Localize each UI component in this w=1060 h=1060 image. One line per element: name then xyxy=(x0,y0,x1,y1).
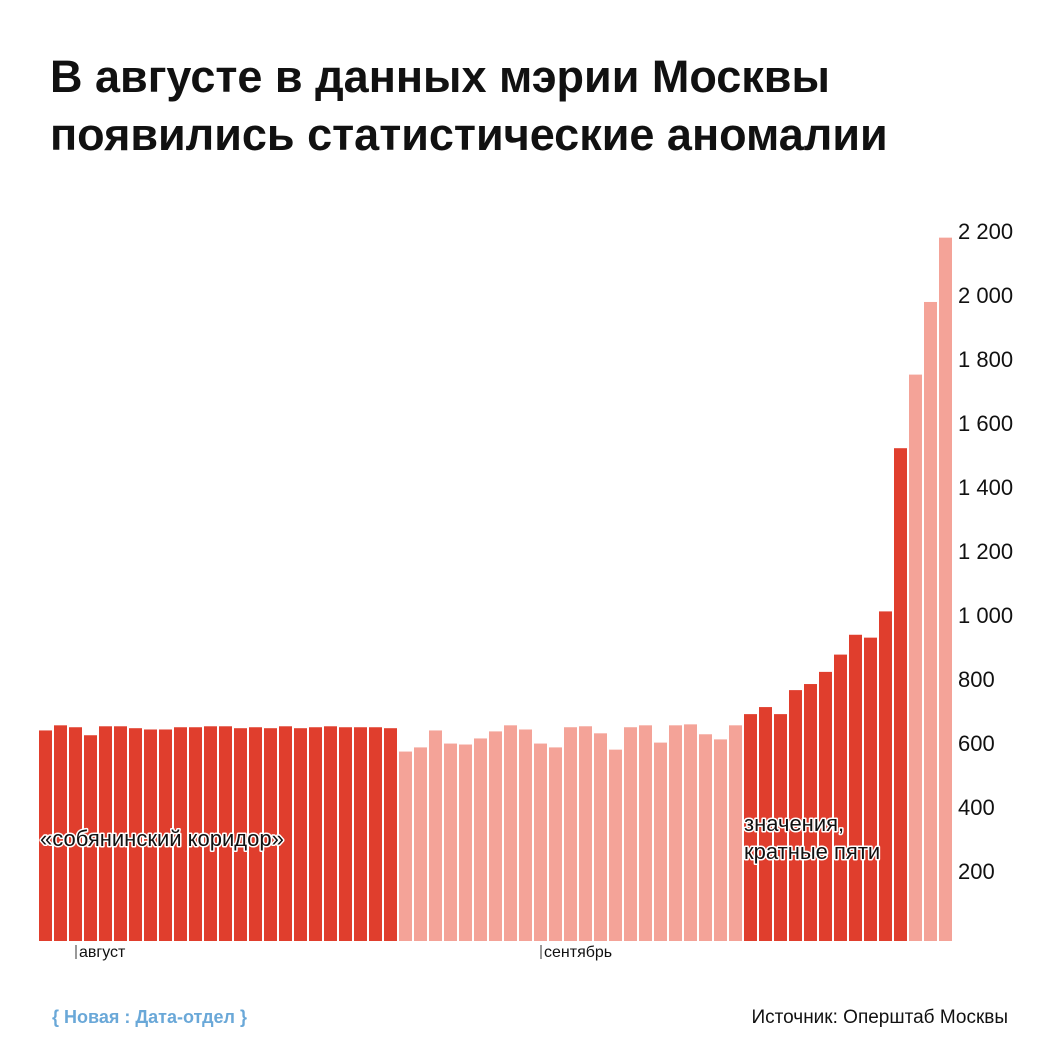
bar xyxy=(174,727,187,941)
bar xyxy=(474,738,487,941)
bar xyxy=(294,728,307,941)
bar xyxy=(534,743,547,941)
y-tick-label: 200 xyxy=(958,859,995,884)
bar xyxy=(309,727,322,941)
x-tick-label: сентябрь xyxy=(544,944,612,961)
bar xyxy=(774,714,787,941)
bar xyxy=(654,742,667,941)
annotation: значения, xyxy=(744,811,844,836)
bar xyxy=(609,749,622,941)
bar xyxy=(279,726,292,941)
bar xyxy=(744,714,757,941)
bar xyxy=(234,728,247,941)
bar xyxy=(924,301,937,942)
bar xyxy=(414,747,427,941)
bar xyxy=(429,730,442,941)
bar xyxy=(864,637,877,941)
y-tick-label: 400 xyxy=(958,795,995,820)
bar xyxy=(39,730,52,941)
bar xyxy=(579,726,592,941)
bar xyxy=(459,744,472,941)
bar xyxy=(384,728,397,941)
y-tick-label: 1 600 xyxy=(958,411,1013,436)
bar xyxy=(564,727,577,941)
bar xyxy=(339,727,352,941)
y-tick-label: 600 xyxy=(958,731,995,756)
bar xyxy=(594,733,607,941)
x-tick-label: август xyxy=(79,944,126,961)
bar xyxy=(669,725,682,941)
bar xyxy=(684,724,697,941)
bar xyxy=(249,727,262,941)
annotation: кратные пяти xyxy=(744,839,880,864)
y-tick-label: 1 200 xyxy=(958,539,1013,564)
bar xyxy=(144,729,157,941)
bar xyxy=(489,731,502,941)
bar xyxy=(99,726,112,941)
bar xyxy=(789,690,802,941)
brand: { Новая : Дата-отдел } xyxy=(52,1007,247,1027)
bar xyxy=(54,725,67,941)
bar xyxy=(264,728,277,941)
bar xyxy=(354,727,367,941)
bar xyxy=(114,726,127,941)
bar xyxy=(624,727,637,941)
y-tick-label: 1 800 xyxy=(958,347,1013,372)
bar xyxy=(324,726,337,941)
bar xyxy=(804,684,817,941)
bar xyxy=(369,727,382,941)
bar xyxy=(159,729,172,941)
bar xyxy=(714,739,727,941)
bar xyxy=(894,448,907,941)
bar xyxy=(939,237,952,941)
bar xyxy=(69,727,82,941)
bar xyxy=(879,611,892,941)
bar xyxy=(219,726,232,941)
source: Источник: Оперштаб Москвы xyxy=(752,1007,1009,1028)
bar xyxy=(699,734,712,941)
y-tick-label: 2 000 xyxy=(958,283,1013,308)
bar xyxy=(849,634,862,941)
bar xyxy=(399,751,412,941)
bar xyxy=(639,725,652,941)
bar xyxy=(444,743,457,941)
bar xyxy=(819,671,832,941)
bar xyxy=(129,728,142,941)
bar xyxy=(189,727,202,941)
chart-title: В августе в данных мэрии Москвы появилис… xyxy=(50,51,888,160)
bar xyxy=(729,725,742,941)
y-tick-label: 2 200 xyxy=(958,219,1013,244)
bar xyxy=(549,747,562,941)
bar xyxy=(834,654,847,941)
bar xyxy=(204,726,217,941)
bar xyxy=(759,707,772,941)
annotation: «собянинский коридор» xyxy=(40,826,284,851)
bar xyxy=(504,725,517,941)
y-tick-label: 800 xyxy=(958,667,995,692)
y-tick-label: 1 400 xyxy=(958,475,1013,500)
bar xyxy=(909,374,922,942)
y-tick-label: 1 000 xyxy=(958,603,1013,628)
bar xyxy=(84,735,97,941)
bar xyxy=(519,729,532,941)
